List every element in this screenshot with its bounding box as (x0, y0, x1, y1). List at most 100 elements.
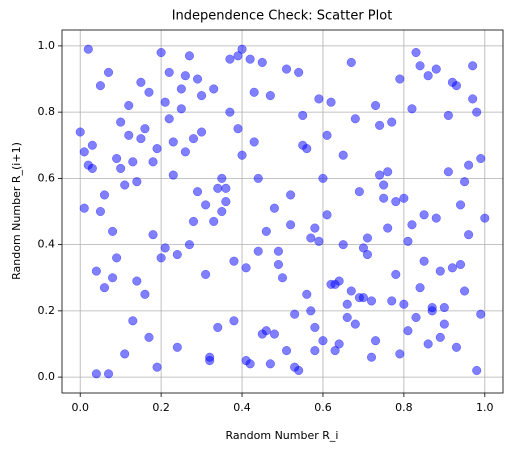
point (306, 306, 316, 316)
point (366, 352, 377, 362)
x-tick-label: 0.2 (152, 401, 170, 414)
point (91, 369, 101, 379)
point (419, 210, 429, 220)
point (286, 190, 296, 200)
point (407, 220, 417, 230)
point (253, 246, 263, 256)
point (427, 306, 437, 316)
point (314, 94, 324, 104)
point (144, 332, 154, 342)
point (326, 97, 336, 107)
y-tick-label: 0.2 (38, 304, 56, 317)
point (116, 117, 126, 127)
point (362, 233, 373, 243)
point (371, 100, 381, 111)
point (415, 61, 425, 71)
point (314, 236, 324, 246)
point (447, 263, 457, 273)
point (201, 200, 211, 210)
point (213, 322, 223, 332)
point (358, 293, 368, 303)
point (221, 183, 231, 193)
point (83, 44, 93, 54)
point (160, 97, 170, 107)
chart-title: Independence Check: Scatter Plot (172, 9, 393, 24)
point (443, 110, 453, 121)
point (294, 67, 304, 77)
point (281, 346, 292, 356)
point (439, 302, 449, 313)
x-axis-label: Random Number R_i (226, 429, 339, 442)
point (476, 153, 486, 164)
point (132, 276, 142, 286)
point (257, 329, 267, 339)
point (237, 44, 247, 54)
point (124, 100, 134, 111)
point (120, 349, 130, 359)
point (318, 336, 328, 346)
point (391, 197, 401, 207)
point (342, 312, 352, 323)
point (455, 259, 466, 270)
point (346, 57, 356, 68)
point (310, 223, 320, 233)
point (233, 51, 243, 61)
point (197, 91, 207, 101)
point (322, 130, 332, 140)
y-tick-label: 0.4 (38, 238, 56, 251)
point (383, 167, 393, 177)
point (192, 187, 203, 197)
point (253, 173, 263, 183)
point (197, 127, 207, 137)
point (148, 157, 158, 167)
point (330, 279, 340, 289)
point (334, 339, 344, 349)
point (188, 134, 199, 144)
x-tick-label: 0.0 (71, 401, 89, 414)
point (136, 134, 146, 144)
point (460, 177, 470, 187)
point (79, 203, 89, 213)
point (233, 124, 243, 134)
point (87, 163, 97, 173)
point (229, 316, 239, 326)
point (379, 180, 389, 190)
point (144, 87, 154, 97)
point (180, 71, 190, 81)
point (120, 180, 130, 190)
y-tick-label: 0.0 (38, 370, 56, 383)
point (245, 54, 255, 64)
point (201, 269, 211, 279)
point (455, 200, 466, 210)
y-tick-label: 0.6 (38, 171, 56, 184)
point (281, 64, 292, 74)
point (140, 124, 150, 134)
point (79, 147, 89, 157)
point (132, 177, 142, 187)
point (298, 110, 308, 121)
point (249, 87, 259, 97)
point (172, 250, 182, 260)
point (431, 64, 441, 74)
point (451, 81, 462, 91)
point (176, 84, 186, 94)
point (419, 256, 429, 266)
point (225, 107, 235, 117)
point (209, 216, 219, 226)
point (225, 54, 235, 64)
point (91, 266, 101, 276)
point (411, 312, 421, 323)
point (354, 187, 364, 197)
y-tick-label: 0.8 (38, 105, 56, 118)
point (152, 362, 162, 372)
point (217, 206, 227, 217)
point (383, 223, 393, 233)
point (439, 319, 449, 329)
point (269, 329, 279, 339)
point (192, 74, 203, 84)
point (435, 266, 445, 276)
point (172, 342, 182, 352)
point (468, 61, 478, 71)
point (229, 256, 239, 266)
